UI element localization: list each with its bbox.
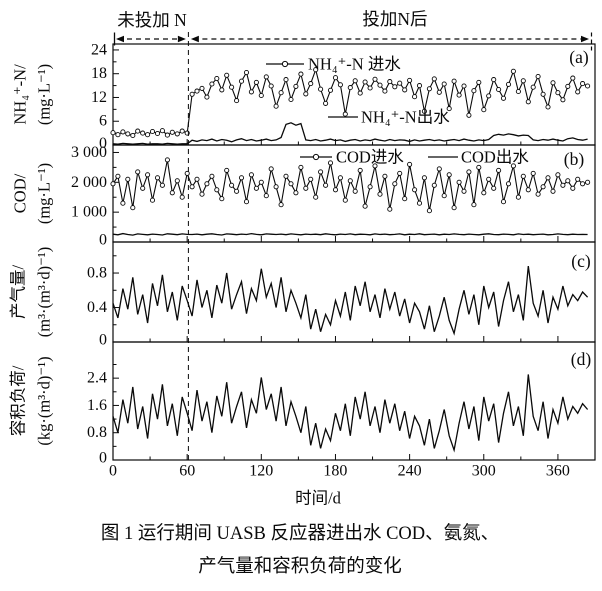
y-tick-label: 0.8	[87, 424, 107, 441]
y-tick-label: 24	[91, 42, 107, 59]
panel-d-frame	[112, 341, 596, 461]
series-c-0	[112, 266, 589, 336]
x-tick-label: 120	[249, 463, 273, 480]
series-a-1	[112, 122, 588, 145]
series-a-0	[112, 67, 588, 137]
x-tick-label: 300	[472, 463, 496, 480]
y-axis-title-d-unit: (kg·(m³·d)⁻¹)	[35, 356, 54, 445]
y-tick-label: 0	[99, 450, 107, 467]
legend-label-cod-effluent: COD出水	[461, 148, 529, 167]
figure-caption-line2: 产气量和容积负荷的变化	[198, 556, 402, 577]
y-tick-label: 0.4	[87, 299, 107, 316]
y-tick-label: 2.4	[87, 370, 107, 387]
y-tick-label: 18	[91, 65, 107, 82]
arrowhead-icon	[116, 35, 124, 43]
legend-label-cod-influent: COD进水	[336, 148, 404, 167]
arrowhead-icon	[581, 35, 589, 43]
legend-label-nh4-effluent: NH₄⁺-N出水	[361, 108, 450, 127]
y-tick-label: 12	[91, 89, 107, 106]
x-tick-label: 240	[398, 463, 422, 480]
y-axis-title-c-name: 产气量/	[9, 265, 28, 320]
y-tick-label: 3 000	[71, 144, 107, 161]
y-tick-label: 6	[99, 113, 107, 130]
series-b-0	[112, 159, 588, 211]
y-axis-title-b-unit: (mg·L⁻¹)	[35, 163, 54, 224]
y-tick-label: 0	[99, 232, 107, 249]
y-axis-title-a-unit: (mg·L⁻¹)	[35, 64, 54, 125]
panel-d-plot	[112, 341, 596, 461]
y-tick-label: 0	[99, 332, 107, 349]
y-axis-title-c-unit: (m³·(m³·d)⁻¹)	[35, 247, 54, 337]
x-tick-label: 0	[109, 463, 117, 480]
panel-label-b: (b)	[564, 149, 585, 169]
x-axis-title: 时间/d	[295, 489, 342, 508]
y-tick-label: 0	[99, 135, 107, 152]
panel-c-plot	[112, 241, 596, 343]
y-axis-title-b-name: COD/	[11, 173, 30, 213]
panel-label-c: (c)	[571, 251, 591, 271]
x-tick-label: 360	[546, 463, 570, 480]
series-b-0-markers	[110, 157, 591, 214]
arrowhead-icon	[177, 35, 186, 43]
phase-annotation-lines	[113, 32, 593, 460]
y-tick-label: 0.8	[87, 265, 107, 282]
panel-label-d: (d)	[571, 349, 592, 369]
legend-marker-icon	[281, 60, 289, 68]
figure-caption-line1: 图 1 运行期间 UASB 反应器进出水 COD、氨氮、	[101, 523, 499, 544]
x-tick-label: 60	[179, 463, 195, 480]
series-d-0	[112, 374, 589, 453]
legend-label-nh4-influent: NH₄⁺-N 进水	[308, 55, 401, 74]
series-b-1	[112, 232, 588, 236]
x-tick-label: 180	[323, 463, 347, 480]
legend-nh4-effluent: NH₄⁺-N出水	[328, 108, 450, 127]
panel-label-a: (a)	[569, 47, 589, 67]
y-axis-title-a-name: NH₄⁺-N/	[11, 64, 30, 125]
y-tick-label: 1 000	[71, 204, 107, 221]
series-a-0-markers	[110, 67, 591, 139]
y-tick-label: 2 000	[71, 174, 107, 191]
phase-right-label: 投加N后	[362, 9, 427, 29]
arrowhead-icon	[190, 35, 199, 43]
legend-cod-influent: COD进水	[300, 148, 404, 167]
panel-b-plot	[110, 144, 596, 243]
plot-layer	[110, 32, 596, 461]
y-tick-label: 1.6	[87, 397, 107, 414]
phase-left-label: 未投加 N	[117, 10, 187, 30]
legend-cod-effluent: COD出水	[428, 148, 529, 167]
label-layer: 未投加 N 投加N后 0 6 12 18 24 0 1 000 2 000 3 …	[9, 9, 592, 577]
panel-a-plot	[110, 43, 596, 146]
legend-marker-icon	[312, 153, 320, 161]
y-axis-title-d-name: 容积负荷/	[9, 365, 28, 436]
legend-nh4-influent: NH₄⁺-N 进水	[266, 55, 401, 74]
